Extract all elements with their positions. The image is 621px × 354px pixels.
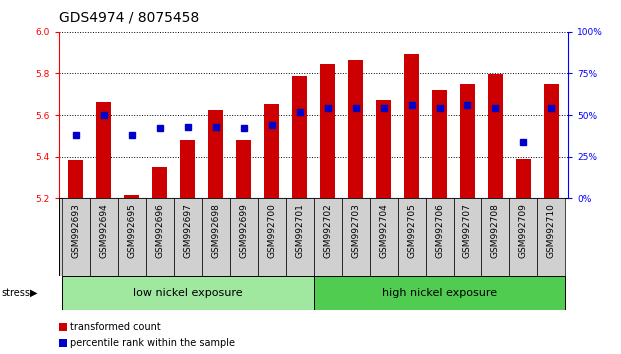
Bar	[348, 60, 363, 198]
Bar	[537, 198, 565, 276]
Bar	[96, 102, 111, 198]
Bar	[320, 64, 335, 198]
Bar	[230, 198, 258, 276]
Text: GSM992702: GSM992702	[323, 203, 332, 258]
Bar	[516, 159, 531, 198]
Text: GSM992707: GSM992707	[463, 203, 472, 258]
Bar	[544, 84, 559, 198]
Text: transformed count: transformed count	[70, 322, 161, 332]
Text: GSM992693: GSM992693	[71, 203, 80, 258]
Bar	[509, 198, 537, 276]
Bar	[460, 84, 475, 198]
Bar	[453, 198, 481, 276]
Bar	[487, 74, 503, 198]
Text: GSM992709: GSM992709	[519, 203, 528, 258]
Text: GSM992708: GSM992708	[491, 203, 500, 258]
Text: low nickel exposure: low nickel exposure	[133, 288, 243, 298]
Bar	[152, 167, 168, 198]
Text: GSM992694: GSM992694	[99, 203, 108, 258]
Bar	[314, 276, 565, 310]
Text: GSM992703: GSM992703	[351, 203, 360, 258]
Text: high nickel exposure: high nickel exposure	[382, 288, 497, 298]
Bar	[314, 198, 342, 276]
Bar	[90, 198, 118, 276]
Bar	[208, 110, 224, 198]
Bar	[397, 198, 425, 276]
Bar	[202, 198, 230, 276]
Bar	[62, 276, 314, 310]
Bar	[404, 54, 419, 198]
Text: GSM992699: GSM992699	[239, 203, 248, 258]
Text: GSM992697: GSM992697	[183, 203, 192, 258]
Bar	[369, 198, 397, 276]
Bar	[481, 198, 509, 276]
Text: GSM992698: GSM992698	[211, 203, 220, 258]
Text: percentile rank within the sample: percentile rank within the sample	[70, 338, 235, 348]
Bar	[376, 101, 391, 198]
Text: GSM992701: GSM992701	[295, 203, 304, 258]
Bar	[292, 75, 307, 198]
Bar	[432, 90, 447, 198]
Bar	[342, 198, 369, 276]
Bar	[118, 198, 146, 276]
Text: stress: stress	[1, 288, 30, 298]
Text: GDS4974 / 8075458: GDS4974 / 8075458	[59, 11, 199, 25]
Bar	[286, 198, 314, 276]
Bar	[236, 140, 252, 198]
Bar	[174, 198, 202, 276]
Bar	[264, 104, 279, 198]
Text: GSM992706: GSM992706	[435, 203, 444, 258]
Bar	[124, 195, 140, 198]
Text: GSM992695: GSM992695	[127, 203, 136, 258]
Bar	[146, 198, 174, 276]
Bar	[425, 198, 453, 276]
Text: GSM992696: GSM992696	[155, 203, 164, 258]
Text: GSM992700: GSM992700	[267, 203, 276, 258]
Text: ▶: ▶	[30, 288, 37, 298]
Bar	[180, 140, 196, 198]
Text: GSM992704: GSM992704	[379, 203, 388, 258]
Bar	[62, 198, 90, 276]
Bar	[68, 160, 83, 198]
Text: GSM992705: GSM992705	[407, 203, 416, 258]
Text: GSM992710: GSM992710	[547, 203, 556, 258]
Bar	[258, 198, 286, 276]
